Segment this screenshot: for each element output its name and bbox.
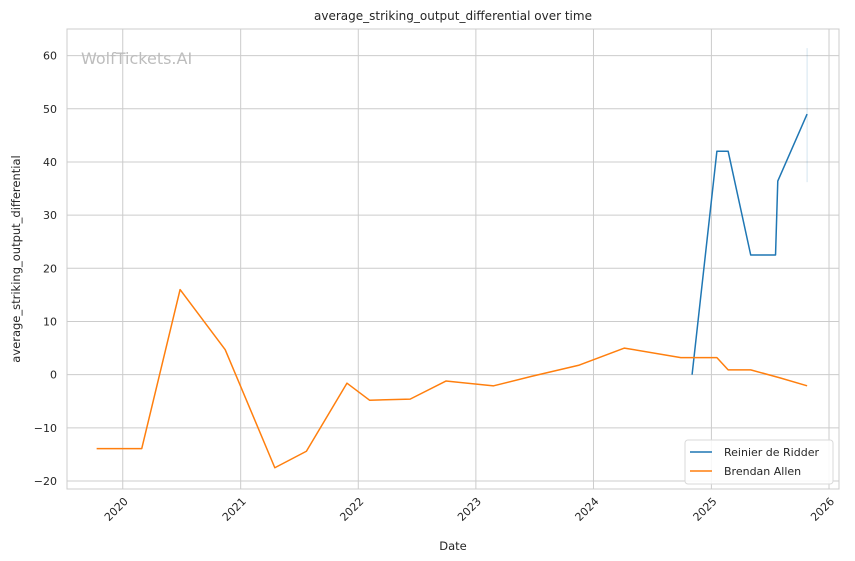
- x-tick-label: 2021: [220, 495, 249, 524]
- x-tick-label: 2020: [102, 495, 131, 524]
- y-axis-ticks: −20 −10 0 10 20 30 40 50 60: [34, 50, 57, 488]
- y-axis-label: average_striking_output_differential: [9, 155, 23, 362]
- watermark-text: WolfTickets.AI: [81, 49, 192, 68]
- x-axis-ticks: 2020 2021 2022 2023 2024 2025 2026: [102, 495, 837, 524]
- y-tick-label: −10: [34, 422, 57, 435]
- y-tick-label: 10: [43, 315, 57, 328]
- y-tick-label: 0: [50, 369, 57, 382]
- y-tick-label: 40: [43, 156, 57, 169]
- chart-title: average_striking_output_differential ove…: [314, 9, 592, 23]
- legend-label-1: Brendan Allen: [724, 465, 801, 478]
- y-tick-label: 20: [43, 262, 57, 275]
- series-1-line: [96, 288, 808, 469]
- grid-lines: [67, 29, 839, 489]
- y-tick-label: 30: [43, 209, 57, 222]
- x-tick-label: 2023: [455, 495, 484, 524]
- y-tick-label: 60: [43, 50, 57, 63]
- x-tick-label: 2026: [808, 495, 837, 524]
- x-axis-label: Date: [439, 539, 467, 553]
- plot-area-frame: [66, 28, 840, 490]
- legend: Reinier de Ridder Brendan Allen: [684, 439, 834, 485]
- series-layer: [96, 48, 808, 469]
- y-tick-label: −20: [34, 475, 57, 488]
- x-tick-label: 2024: [573, 495, 602, 524]
- legend-label-0: Reinier de Ridder: [724, 446, 819, 459]
- series-0-line: [691, 113, 808, 375]
- x-tick-label: 2025: [691, 495, 720, 524]
- y-tick-label: 50: [43, 103, 57, 116]
- legend-box: [684, 439, 834, 485]
- x-tick-label: 2022: [337, 495, 366, 524]
